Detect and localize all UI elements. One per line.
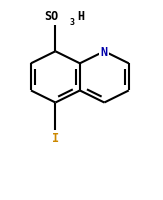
Text: I: I: [52, 132, 59, 144]
Text: N: N: [101, 46, 108, 58]
Text: 3: 3: [69, 18, 74, 26]
Text: SO: SO: [44, 10, 58, 22]
Text: H: H: [77, 10, 85, 22]
